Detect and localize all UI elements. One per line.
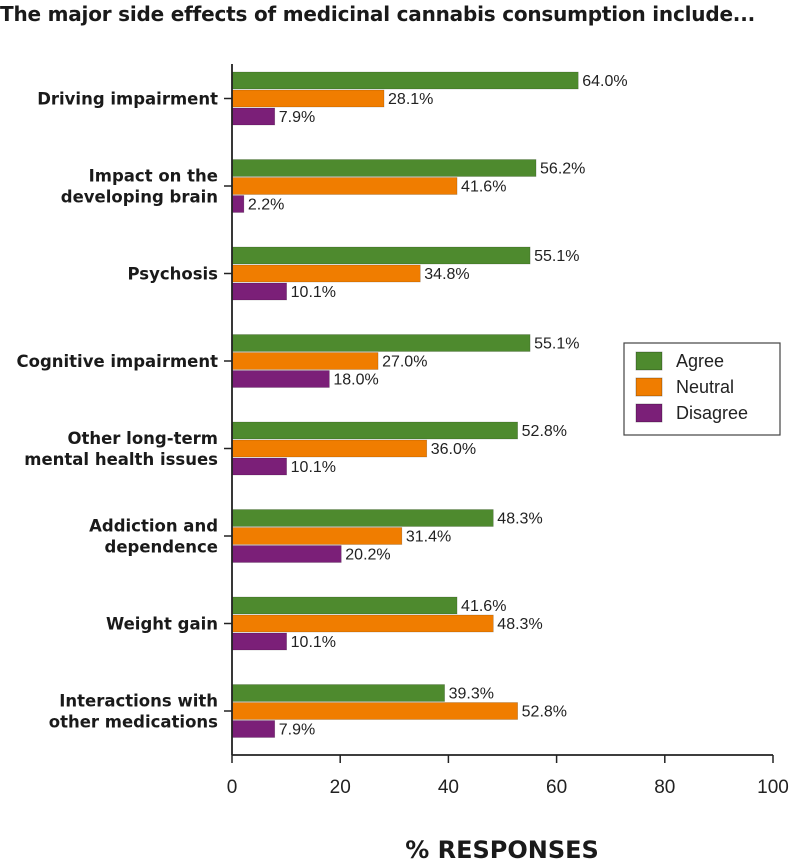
value-label-disagree-4: 10.1%	[291, 459, 336, 476]
bar-disagree-5	[231, 545, 342, 563]
bar-disagree-4	[231, 457, 287, 476]
value-label-neutral-4: 36.0%	[431, 441, 476, 458]
value-label-neutral-5: 31.4%	[406, 529, 451, 546]
bar-agree-4	[231, 421, 518, 440]
value-label-agree-5: 48.3%	[497, 511, 542, 528]
bar-neutral-7	[231, 702, 518, 720]
value-label-disagree-0: 7.9%	[279, 109, 315, 126]
x-axis-title: % RESPONSES	[405, 836, 599, 862]
category-label-1-line1: developing brain	[61, 188, 218, 207]
value-label-disagree-7: 7.9%	[279, 722, 315, 739]
value-label-neutral-3: 27.0%	[382, 354, 427, 371]
bar-disagree-3	[231, 370, 330, 388]
legend-label-disagree: Disagree	[676, 403, 748, 423]
value-label-disagree-5: 20.2%	[345, 547, 390, 564]
axis-layer: Driving impairment Impact on the developin…	[17, 64, 789, 862]
value-label-neutral-7: 52.8%	[522, 704, 567, 721]
bars-layer: 64.0% 28.1% 7.9% 56.2% 41.6% 2.2% 55.1% 34.8% 10…	[231, 71, 628, 739]
x-tick-label-4: 80	[654, 777, 675, 798]
value-label-neutral-6: 48.3%	[497, 616, 542, 633]
bar-disagree-2	[231, 282, 287, 301]
category-label-4-line0: Other long-term	[67, 429, 218, 448]
bar-neutral-4	[231, 439, 428, 458]
bar-agree-3	[231, 334, 531, 352]
bar-neutral-1	[231, 177, 458, 195]
legend-label-neutral: Neutral	[676, 377, 734, 397]
legend-label-agree: Agree	[676, 351, 724, 371]
category-label-0: Driving impairment	[37, 90, 218, 109]
bar-agree-0	[231, 71, 579, 90]
chart-title: The major side effects of medicinal cann…	[0, 2, 755, 26]
category-label-4-line1: mental health issues	[24, 450, 218, 469]
x-tick-label-2: 40	[438, 777, 459, 798]
value-label-disagree-2: 10.1%	[291, 284, 336, 301]
x-tick-label-0: 0	[227, 777, 238, 798]
category-label-7-line0: Interactions with	[59, 692, 218, 711]
bar-neutral-3	[231, 352, 379, 370]
value-label-agree-3: 55.1%	[534, 336, 579, 353]
category-label-5-line1: dependence	[105, 538, 218, 557]
bar-neutral-6	[231, 614, 494, 633]
value-label-agree-4: 52.8%	[522, 423, 567, 440]
category-label-6: Weight gain	[106, 615, 218, 634]
x-tick-label-3: 60	[546, 777, 567, 798]
value-label-agree-2: 55.1%	[534, 248, 579, 265]
category-label-2: Psychosis	[127, 265, 218, 284]
legend-swatch-agree	[635, 351, 663, 371]
legend-swatch-neutral	[635, 377, 663, 397]
bar-agree-7	[231, 684, 445, 702]
value-label-agree-6: 41.6%	[461, 598, 506, 615]
bar-disagree-6	[231, 632, 287, 651]
bar-agree-2	[231, 246, 531, 265]
category-label-7-line1: other medications	[49, 713, 218, 732]
bar-disagree-7	[231, 720, 276, 738]
bar-neutral-2	[231, 264, 421, 283]
category-label-3: Cognitive impairment	[17, 352, 219, 371]
legend: Agree Neutral Disagree	[623, 342, 781, 436]
category-label-5-line0: Addiction and	[89, 517, 218, 536]
bar-agree-5	[231, 509, 494, 527]
value-label-neutral-1: 41.6%	[461, 179, 506, 196]
x-tick-label-1: 20	[330, 777, 351, 798]
bar-agree-6	[231, 596, 458, 615]
value-label-disagree-6: 10.1%	[291, 634, 336, 651]
value-label-disagree-3: 18.0%	[333, 372, 378, 389]
category-label-1-line0: Impact on the	[89, 167, 218, 186]
bar-neutral-5	[231, 527, 403, 545]
value-label-agree-7: 39.3%	[449, 686, 494, 703]
bar-disagree-1	[231, 195, 245, 213]
value-label-agree-1: 56.2%	[540, 161, 585, 178]
x-tick-label-5: 100	[757, 777, 789, 798]
bar-agree-1	[231, 159, 537, 177]
value-label-disagree-1: 2.2%	[248, 197, 284, 214]
bar-neutral-0	[231, 89, 385, 108]
legend-swatch-disagree	[635, 403, 663, 423]
value-label-neutral-0: 28.1%	[388, 91, 433, 108]
value-label-agree-0: 64.0%	[582, 73, 627, 90]
value-label-neutral-2: 34.8%	[424, 266, 469, 283]
bar-disagree-0	[231, 107, 276, 126]
